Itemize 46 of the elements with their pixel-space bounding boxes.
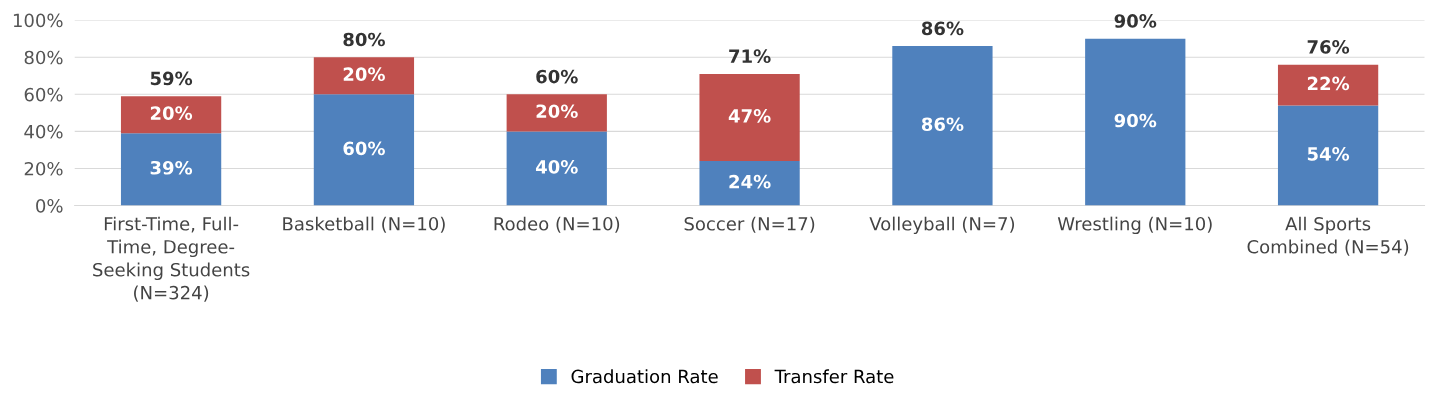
data-label: 40%	[535, 160, 578, 174]
x-tick-label: Wrestling (N=10)	[1057, 216, 1212, 235]
bar	[699, 161, 800, 206]
data-label: 60%	[343, 141, 385, 156]
data-label: 24%	[729, 174, 771, 189]
legend-label: Transfer Rate	[774, 369, 894, 384]
x-tick-label: Soccer (N=17)	[684, 216, 815, 233]
data-label: 20%	[150, 106, 193, 120]
x-tick-label: Basketball (N=10)	[283, 216, 445, 233]
bar	[506, 94, 607, 132]
data-label: 22%	[1307, 76, 1350, 91]
total-label: 60%	[536, 69, 578, 84]
bar	[506, 131, 607, 206]
total-label: 76%	[1307, 40, 1350, 54]
data-label: 47%	[728, 109, 771, 123]
bar	[313, 94, 415, 206]
x-tick-label: All Sports Combined (N=54)	[1247, 216, 1409, 256]
data-label: 39%	[150, 160, 193, 175]
total-label: 86%	[921, 21, 964, 36]
y-tick-label: 100%	[13, 13, 63, 28]
legend-label: Graduation Rate	[571, 369, 718, 384]
total-label: 59%	[150, 71, 193, 86]
x-tick-label: Volleyball (N=7)	[869, 216, 1015, 235]
data-label: 20%	[343, 67, 385, 81]
data-label: 20%	[536, 104, 578, 119]
bar	[1277, 105, 1379, 206]
bar	[892, 46, 993, 206]
y-tick-label: 60%	[24, 87, 63, 102]
data-label: 54%	[1307, 147, 1350, 161]
x-tick-label: Rodeo (N=10)	[494, 216, 620, 233]
y-tick-label: 80%	[24, 50, 63, 65]
total-label: 80%	[343, 32, 385, 47]
data-label: 86%	[921, 117, 964, 132]
y-tick-label: 0%	[36, 198, 63, 213]
bar	[1277, 64, 1379, 106]
y-tick-label: 20%	[24, 161, 63, 176]
total-label: 71%	[729, 49, 771, 63]
bar	[1085, 38, 1186, 206]
bar	[120, 133, 222, 206]
bar	[699, 73, 800, 162]
total-label: 90%	[1114, 14, 1157, 28]
bar	[313, 57, 415, 95]
bar	[120, 96, 222, 134]
x-tick-label: First-Time, Full- Time, Degree- Seeking Students (N=324)	[93, 216, 250, 302]
data-label: 90%	[1114, 113, 1157, 128]
y-tick-label: 40%	[24, 124, 63, 139]
